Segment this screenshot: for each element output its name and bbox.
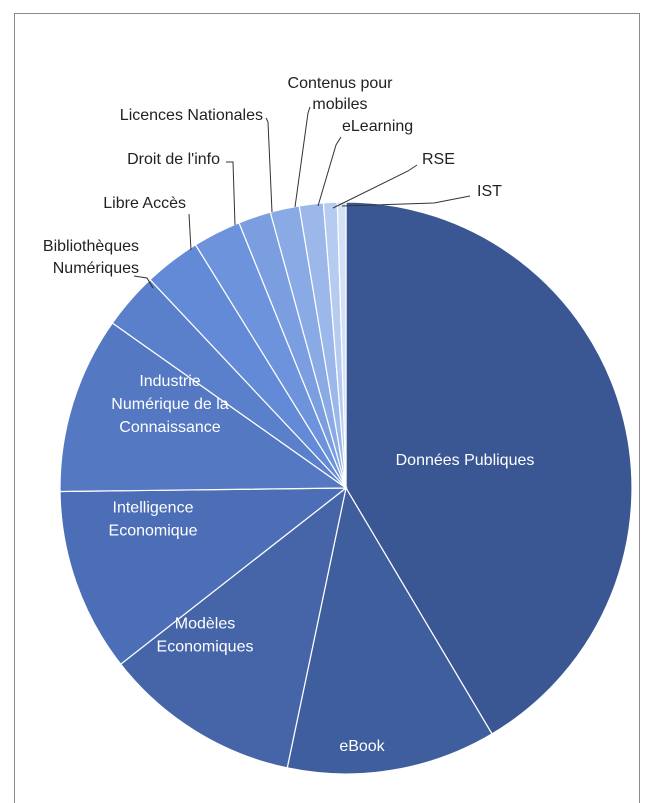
leader-line-libre-acces <box>188 213 192 251</box>
slice-label-modeles-economiques: Modèles Economiques <box>157 616 254 656</box>
leader-line-licences-nationales <box>265 117 273 213</box>
slice-label-intelligence-economique: Intelligence Economique <box>109 500 198 540</box>
slice-label-elearning: eLearning <box>342 118 413 135</box>
slice-label-ebook: eBook <box>339 738 385 755</box>
leader-line-elearning <box>317 136 342 207</box>
leader-line-ist <box>341 195 471 207</box>
slice-label-libre-acces: Libre Accès <box>103 195 186 212</box>
leader-line-rse <box>332 164 418 209</box>
pie-slice-intelligence-economique <box>59 487 348 666</box>
slice-label-bibliotheques-numeriques: Bibliothèques Numériques <box>43 238 139 277</box>
pie-slice-ebook <box>286 486 493 775</box>
pie-slice-modeles-economiques <box>119 486 347 769</box>
slice-label-contenus-pour-mobiles: Contenus pour mobiles <box>288 75 394 113</box>
slice-label-rse: RSE <box>422 151 455 168</box>
slice-label-droit-de-l-info: Droit de l'info <box>127 151 220 168</box>
pie-slice-donnees-publiques <box>345 201 633 735</box>
pie-slice-industrie-numerique-de-la-connaissance <box>59 322 348 493</box>
leader-line-droit-de-l-info <box>226 161 236 226</box>
leader-line-bibliotheques-numeriques <box>133 275 154 289</box>
slice-label-licences-nationales: Licences Nationales <box>120 107 263 124</box>
slice-label-donnees-publiques: Données Publiques <box>396 452 535 469</box>
slice-label-ist: IST <box>477 183 502 200</box>
leader-line-contenus-pour-mobiles <box>294 106 311 208</box>
slice-label-industrie-numerique-de-la-connaissance: Industrie Numérique de la Connaissance <box>111 373 229 436</box>
